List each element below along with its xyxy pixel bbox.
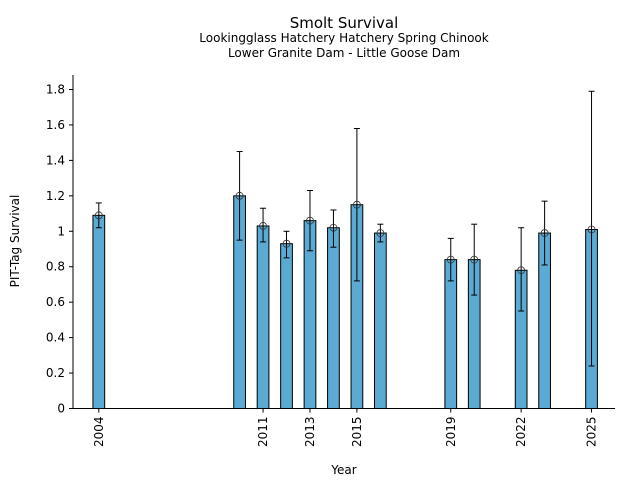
x-ticks: 2004 2011 2013 2015 2019 2022 2025 (92, 408, 599, 448)
bar-2012 (280, 243, 293, 409)
error-bar-2012 (282, 230, 291, 259)
x-tick-label: 2022 (514, 417, 528, 448)
error-bar-2013 (306, 190, 314, 252)
y-tick-label: 0.8 (46, 260, 65, 274)
chart-title: Smolt Survival (290, 14, 399, 32)
point-marker-2025 (587, 225, 596, 234)
point-marker-2015 (353, 200, 361, 209)
point-marker-2016 (376, 229, 385, 237)
y-tick-label: 1.4 (46, 153, 65, 167)
point-marker-2014 (329, 223, 338, 232)
bar-2014 (327, 227, 340, 409)
y-tick-label: 0 (57, 402, 65, 416)
error-bar-2020 (470, 223, 479, 296)
y-tick-label: 0.6 (46, 295, 65, 309)
error-bar-2011 (259, 207, 267, 243)
y-tick-label: 1.8 (46, 83, 65, 97)
point-marker-2023 (540, 229, 549, 237)
y-tick-label: 0.4 (46, 331, 65, 345)
point-marker-2010 (235, 191, 244, 200)
chart-subtitle-1: Lookingglass Hatchery Hatchery Spring Ch… (199, 31, 488, 45)
point-marker-2022 (517, 266, 526, 275)
error-bar-2019 (446, 237, 455, 282)
x-tick-label: 2013 (303, 417, 317, 448)
y-tick-label: 1.2 (46, 189, 65, 203)
error-bar-2004 (94, 202, 103, 229)
bar-2019 (444, 259, 458, 409)
error-bar-2025 (587, 90, 596, 367)
y-tick-label: 0.2 (46, 366, 65, 380)
error-bar-2016 (376, 223, 385, 243)
y-ticks: 0 0.2 0.4 0.6 0.8 1 1.2 1.4 1.6 1.8 (46, 83, 73, 416)
x-tick-label: 2019 (444, 417, 458, 448)
point-marker-2019 (446, 255, 455, 264)
x-tick-label: 2004 (92, 417, 106, 448)
error-bar-2010 (235, 151, 244, 241)
point-marker-2013 (306, 216, 314, 225)
error-bar-2014 (329, 209, 338, 248)
x-axis-label: Year (330, 463, 356, 477)
y-axis-label: PIT-Tag Survival (8, 195, 22, 288)
bar-2004 (92, 214, 106, 409)
x-tick-label: 2015 (350, 417, 364, 448)
bar-2011 (256, 225, 270, 409)
point-marker-2011 (259, 222, 267, 230)
y-tick-label: 1.6 (46, 118, 65, 132)
y-tick-label: 1 (57, 224, 65, 238)
point-marker-2004 (94, 211, 103, 220)
chart-subtitle-2: Lower Granite Dam - Little Goose Dam (228, 46, 460, 60)
point-marker-2020 (470, 255, 479, 264)
error-bar-2023 (540, 200, 549, 266)
x-tick-label: 2011 (256, 417, 270, 448)
error-bars-group (94, 90, 596, 367)
error-bar-2015 (353, 127, 361, 282)
bar-2016 (374, 232, 387, 409)
error-bar-2022 (517, 227, 526, 312)
x-tick-label: 2025 (585, 417, 599, 448)
point-marker-2012 (282, 239, 291, 248)
